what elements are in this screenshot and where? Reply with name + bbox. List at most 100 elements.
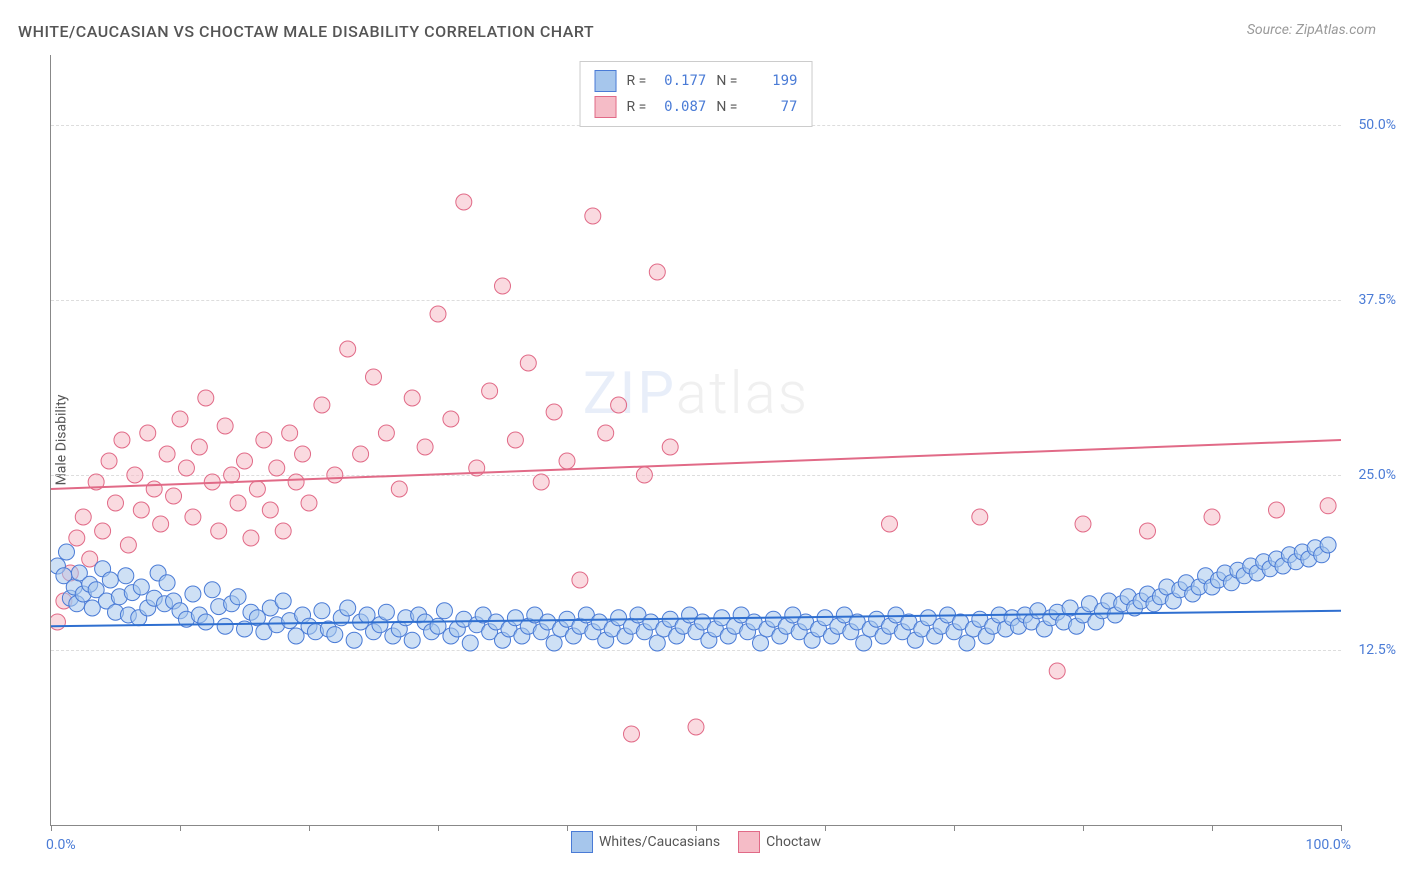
- scatter-point: [217, 418, 233, 434]
- scatter-point: [127, 467, 143, 483]
- scatter-point: [249, 481, 265, 497]
- scatter-point: [114, 432, 130, 448]
- scatter-point: [546, 404, 562, 420]
- scatter-point: [243, 530, 259, 546]
- chart-title: WHITE/CAUCASIAN VS CHOCTAW MALE DISABILI…: [18, 22, 594, 41]
- scatter-point: [211, 523, 227, 539]
- scatter-svg: [51, 55, 1341, 825]
- y-tick-label: 50.0%: [1358, 117, 1396, 133]
- scatter-point: [533, 474, 549, 490]
- scatter-point: [269, 460, 285, 476]
- legend-item-0: Whites/Caucasians: [571, 831, 720, 853]
- scatter-point: [118, 568, 134, 584]
- scatter-point: [1049, 663, 1065, 679]
- scatter-point: [417, 439, 433, 455]
- legend-row-series-0: R = 0.177 N = 199: [595, 68, 798, 94]
- legend-n-value-1: 77: [747, 99, 797, 115]
- scatter-point: [198, 390, 214, 406]
- scatter-point: [217, 618, 233, 634]
- scatter-point: [172, 411, 188, 427]
- scatter-point: [346, 632, 362, 648]
- scatter-point: [1320, 498, 1336, 514]
- scatter-point: [585, 208, 601, 224]
- scatter-point: [430, 306, 446, 322]
- scatter-point: [366, 369, 382, 385]
- scatter-point: [140, 425, 156, 441]
- legend-bottom-swatch-0: [571, 831, 593, 853]
- scatter-point: [230, 589, 246, 605]
- scatter-point: [133, 579, 149, 595]
- scatter-point: [404, 632, 420, 648]
- scatter-point: [353, 446, 369, 462]
- scatter-point: [636, 467, 652, 483]
- x-tick: [567, 825, 568, 831]
- legend-r-label-0: R =: [627, 73, 647, 89]
- x-tick: [438, 825, 439, 831]
- y-tick-label: 37.5%: [1358, 292, 1396, 308]
- scatter-point: [84, 600, 100, 616]
- scatter-point: [146, 481, 162, 497]
- scatter-point: [191, 439, 207, 455]
- legend-n-label-0: N =: [716, 73, 737, 89]
- scatter-point: [340, 341, 356, 357]
- scatter-point: [230, 495, 246, 511]
- chart-container: WHITE/CAUCASIAN VS CHOCTAW MALE DISABILI…: [0, 0, 1406, 892]
- series-legend: Whites/Caucasians Choctaw: [571, 831, 821, 853]
- scatter-point: [456, 194, 472, 210]
- scatter-point: [598, 425, 614, 441]
- scatter-point: [275, 593, 291, 609]
- scatter-point: [495, 278, 511, 294]
- plot-area: Male Disability ZIPatlas 12.5%25.0%37.5%…: [50, 55, 1341, 826]
- scatter-point: [262, 502, 278, 518]
- legend-item-1: Choctaw: [738, 831, 821, 853]
- scatter-point: [288, 474, 304, 490]
- scatter-point: [295, 446, 311, 462]
- scatter-point: [1204, 509, 1220, 525]
- scatter-point: [101, 453, 117, 469]
- scatter-point: [301, 495, 317, 511]
- legend-n-label-1: N =: [716, 99, 737, 115]
- source-attribution: Source: ZipAtlas.com: [1247, 22, 1376, 38]
- scatter-point: [159, 575, 175, 591]
- y-tick-label: 12.5%: [1358, 642, 1396, 658]
- x-tick: [1083, 825, 1084, 831]
- scatter-point: [327, 627, 343, 643]
- scatter-point: [58, 544, 74, 560]
- scatter-point: [882, 516, 898, 532]
- scatter-point: [443, 411, 459, 427]
- legend-row-series-1: R = 0.087 N = 77: [595, 94, 798, 120]
- scatter-point: [314, 397, 330, 413]
- scatter-point: [166, 488, 182, 504]
- correlation-legend: R = 0.177 N = 199 R = 0.087 N = 77: [580, 61, 813, 127]
- scatter-point: [1075, 516, 1091, 532]
- x-tick: [309, 825, 310, 831]
- scatter-point: [572, 572, 588, 588]
- scatter-point: [436, 603, 452, 619]
- legend-r-value-0: 0.177: [656, 73, 706, 89]
- scatter-point: [688, 719, 704, 735]
- scatter-point: [204, 582, 220, 598]
- scatter-point: [133, 502, 149, 518]
- scatter-point: [462, 635, 478, 651]
- scatter-point: [327, 467, 343, 483]
- scatter-point: [391, 481, 407, 497]
- scatter-point: [404, 390, 420, 406]
- scatter-point: [153, 516, 169, 532]
- scatter-point: [159, 446, 175, 462]
- scatter-point: [95, 523, 111, 539]
- x-tick: [51, 825, 52, 831]
- legend-swatch-1: [595, 96, 617, 118]
- legend-bottom-swatch-1: [738, 831, 760, 853]
- scatter-point: [314, 603, 330, 619]
- x-tick: [1341, 825, 1342, 831]
- scatter-point: [102, 572, 118, 588]
- scatter-point: [378, 604, 394, 620]
- scatter-point: [198, 614, 214, 630]
- scatter-point: [237, 453, 253, 469]
- scatter-point: [1140, 523, 1156, 539]
- scatter-point: [1320, 537, 1336, 553]
- scatter-point: [340, 600, 356, 616]
- scatter-point: [256, 432, 272, 448]
- scatter-point: [185, 586, 201, 602]
- scatter-point: [185, 509, 201, 525]
